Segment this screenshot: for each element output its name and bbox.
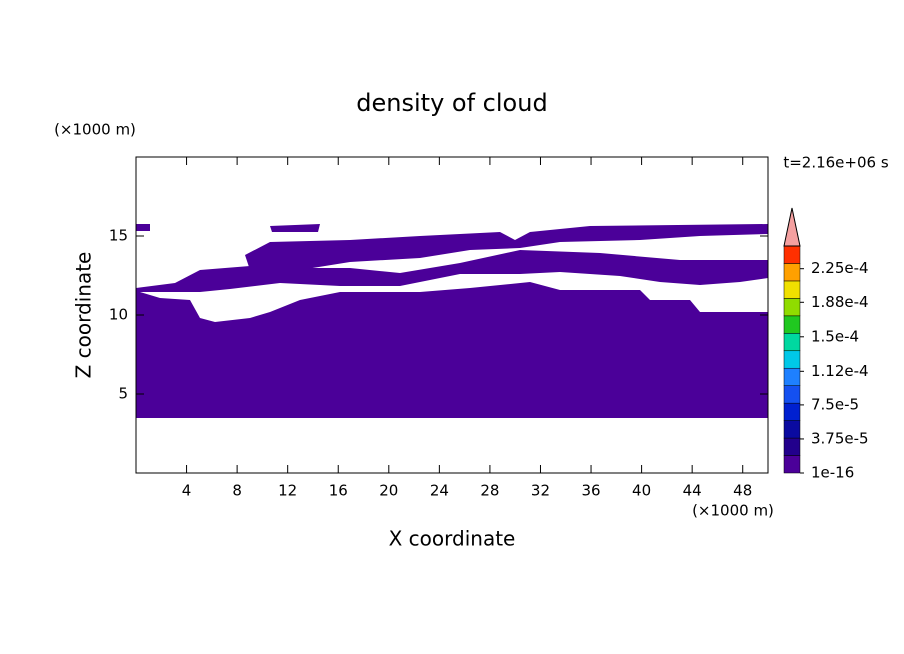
colorbar-band bbox=[783, 385, 801, 404]
y-tick-label: 10 bbox=[109, 306, 128, 324]
y-axis-label: Z coordinate bbox=[72, 252, 96, 379]
colorbar-band bbox=[783, 367, 801, 386]
x-axis-label: X coordinate bbox=[389, 527, 516, 551]
chart-title: density of cloud bbox=[356, 89, 547, 117]
time-annotation: t=2.16e+06 s bbox=[783, 154, 889, 172]
colorbar-band bbox=[783, 455, 801, 474]
colorbar-band bbox=[783, 437, 801, 456]
x-tick-label: 16 bbox=[329, 482, 348, 500]
x-tick-label: 36 bbox=[581, 482, 600, 500]
cloud-region bbox=[136, 224, 768, 418]
colorbar-band bbox=[783, 263, 801, 282]
x-tick-label: 20 bbox=[379, 482, 398, 500]
colorbar-tick-label: 1e-16 bbox=[811, 464, 854, 482]
colorbar-tick-label: 1.12e-4 bbox=[811, 362, 869, 380]
colorbar-tick-label: 7.5e-5 bbox=[811, 395, 859, 413]
colorbar-tick-label: 2.25e-4 bbox=[811, 259, 869, 277]
colorbar-tick-label: 1.88e-4 bbox=[811, 293, 869, 311]
colorbar-tick-label: 1.5e-4 bbox=[811, 327, 859, 345]
colorbar-band bbox=[783, 245, 801, 264]
y-tick-label: 15 bbox=[109, 227, 128, 245]
x-tick-label: 40 bbox=[632, 482, 651, 500]
x-tick-label: 4 bbox=[182, 482, 192, 500]
y-unit: (×1000 m) bbox=[54, 121, 136, 139]
y-tick-label: 5 bbox=[118, 385, 128, 403]
colorbar-band bbox=[783, 402, 801, 421]
colorbar-extension bbox=[783, 207, 801, 247]
x-tick-label: 8 bbox=[232, 482, 242, 500]
x-unit: (×1000 m) bbox=[692, 502, 774, 520]
x-tick-label: 28 bbox=[480, 482, 499, 500]
x-tick-label: 24 bbox=[430, 482, 449, 500]
colorbar-band bbox=[783, 280, 801, 299]
colorbar-band bbox=[783, 350, 801, 369]
x-tick-label: 12 bbox=[278, 482, 297, 500]
colorbar-tick-label: 3.75e-5 bbox=[811, 429, 869, 447]
colorbar-band bbox=[783, 420, 801, 439]
x-tick-label: 32 bbox=[531, 482, 550, 500]
x-tick-label: 44 bbox=[683, 482, 702, 500]
colorbar-band bbox=[783, 315, 801, 334]
colorbar-band bbox=[783, 298, 801, 317]
colorbar-band bbox=[783, 333, 801, 352]
x-tick-label: 48 bbox=[733, 482, 752, 500]
